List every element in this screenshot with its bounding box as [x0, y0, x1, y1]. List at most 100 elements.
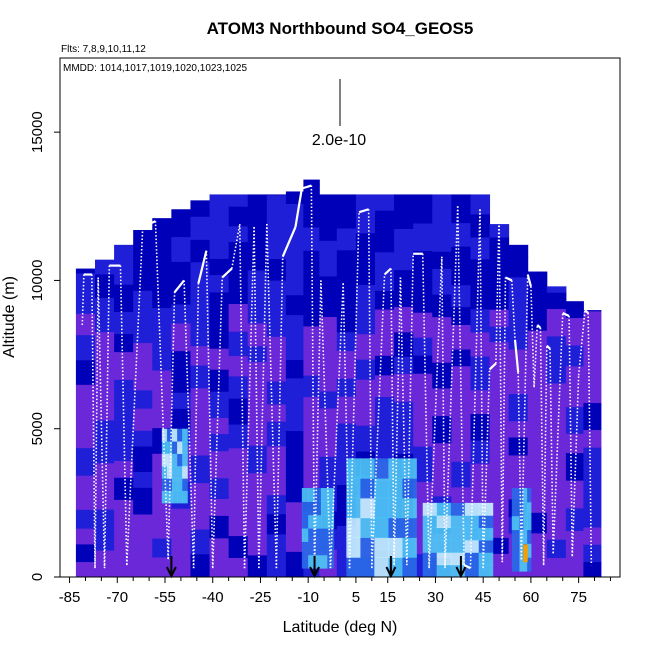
heatmap-cell — [319, 259, 338, 277]
heatmap-cell — [303, 300, 320, 327]
enhanced-cell — [436, 552, 452, 566]
heatmap-cell — [75, 294, 96, 314]
enhanced-cell — [402, 537, 417, 558]
heatmap-cell — [375, 355, 395, 376]
flight-track-segment — [571, 375, 580, 557]
enhanced-cell — [327, 528, 335, 542]
heatmap-cell — [209, 194, 230, 196]
flight-track-segment — [546, 344, 551, 350]
heatmap-cell — [583, 358, 602, 381]
heatmap-cell — [375, 194, 395, 211]
enhanced-cell — [478, 564, 494, 577]
heatmap-cell — [228, 303, 249, 332]
enhanced-cell — [478, 552, 494, 566]
flight-track-segment — [313, 280, 322, 569]
flight-track-segment — [231, 223, 241, 269]
heatmap-cell — [285, 203, 304, 227]
heatmap-cell — [319, 365, 338, 392]
enhanced-cell — [327, 501, 335, 516]
heatmap-cell — [489, 553, 510, 577]
heatmap-cell — [394, 373, 414, 402]
heatmap-cell — [375, 374, 395, 398]
enhanced-cell — [402, 497, 417, 519]
heatmap-cell — [451, 411, 471, 435]
heatmap-cell — [565, 345, 584, 367]
x-tick-label: 60 — [523, 589, 540, 606]
heatmap-cell — [247, 345, 268, 363]
heatmap-cell — [546, 286, 567, 293]
enhanced-cell — [182, 490, 188, 504]
flight-track-segment — [482, 369, 491, 569]
heatmap-cell — [75, 447, 96, 476]
enhanced-cell — [346, 497, 361, 519]
heatmap-cell — [285, 314, 304, 342]
heatmap-cell — [336, 265, 357, 290]
heatmap-cell — [394, 228, 414, 253]
heatmap-cell — [133, 514, 153, 535]
enhanced-cell — [374, 537, 389, 558]
heatmap-cell — [527, 398, 548, 422]
heatmap-cell — [413, 355, 433, 374]
heatmap-cell — [375, 439, 395, 463]
heatmap-cell — [247, 322, 268, 347]
heatmap-cell — [133, 244, 153, 270]
heatmap-cell — [228, 557, 249, 577]
enhanced-cell — [360, 537, 375, 558]
heatmap-cell — [508, 276, 529, 295]
heatmap-cell — [319, 275, 338, 295]
heatmap-cell — [394, 426, 414, 454]
heatmap-cell — [394, 202, 414, 229]
heatmap-cell — [319, 429, 338, 457]
flight-track-segment — [383, 267, 392, 276]
heatmap-cell — [95, 488, 115, 510]
heatmap-cell — [75, 543, 96, 563]
marker-arrow-head — [385, 566, 397, 579]
enhanced-cell — [346, 478, 361, 499]
x-tick-label: -40 — [202, 589, 224, 606]
flight-track-segment — [94, 277, 99, 569]
heatmap-cell — [75, 359, 96, 385]
heatmap-cell — [355, 359, 376, 380]
heatmap-cell — [228, 241, 249, 263]
flight-track-segment — [183, 280, 195, 569]
heatmap-cell — [152, 223, 172, 243]
heatmap-cell — [152, 351, 172, 371]
flight-track-segment — [479, 209, 484, 569]
heatmap-cell — [171, 350, 191, 370]
heatmap-cell — [508, 317, 529, 334]
enhanced-cell — [464, 502, 480, 516]
enhanced-cell — [388, 478, 403, 499]
flight-track — [81, 184, 593, 570]
flight-track-segment — [266, 224, 278, 569]
heatmap-cell — [209, 348, 230, 370]
heatmap-cell — [171, 236, 191, 262]
heatmap-cell — [508, 454, 529, 479]
heatmap-cell — [171, 530, 191, 557]
enhanced-cell — [523, 529, 528, 544]
heatmap-cell — [355, 194, 376, 207]
heatmap-cell — [133, 342, 153, 369]
heatmap-cell — [266, 194, 287, 223]
heatmap-cell — [114, 284, 134, 313]
heatmap-cell — [303, 375, 320, 398]
heatmap-cell — [319, 240, 338, 260]
heatmap-cell — [583, 472, 602, 491]
heatmap-cell — [209, 308, 230, 326]
enhanced-cell — [478, 502, 494, 516]
y-tick-label: 0 — [29, 573, 46, 581]
flight-track-segment — [530, 286, 535, 388]
flight-track-segment — [205, 250, 214, 569]
enhanced-cell — [374, 478, 389, 499]
heatmap-cell — [451, 486, 471, 505]
heatmap-cell — [527, 271, 548, 289]
flight-track-segment — [526, 274, 532, 287]
heatmap-cell — [75, 334, 96, 361]
heatmap-cell — [470, 213, 491, 238]
heatmap-cell — [75, 272, 96, 295]
enhanced-cell — [182, 453, 188, 467]
enhanced-cell — [182, 428, 188, 442]
enhanced-cell — [172, 453, 178, 467]
enhanced-cell — [450, 539, 466, 553]
heatmap-cell — [190, 345, 211, 366]
heatmap-cell — [75, 561, 96, 577]
